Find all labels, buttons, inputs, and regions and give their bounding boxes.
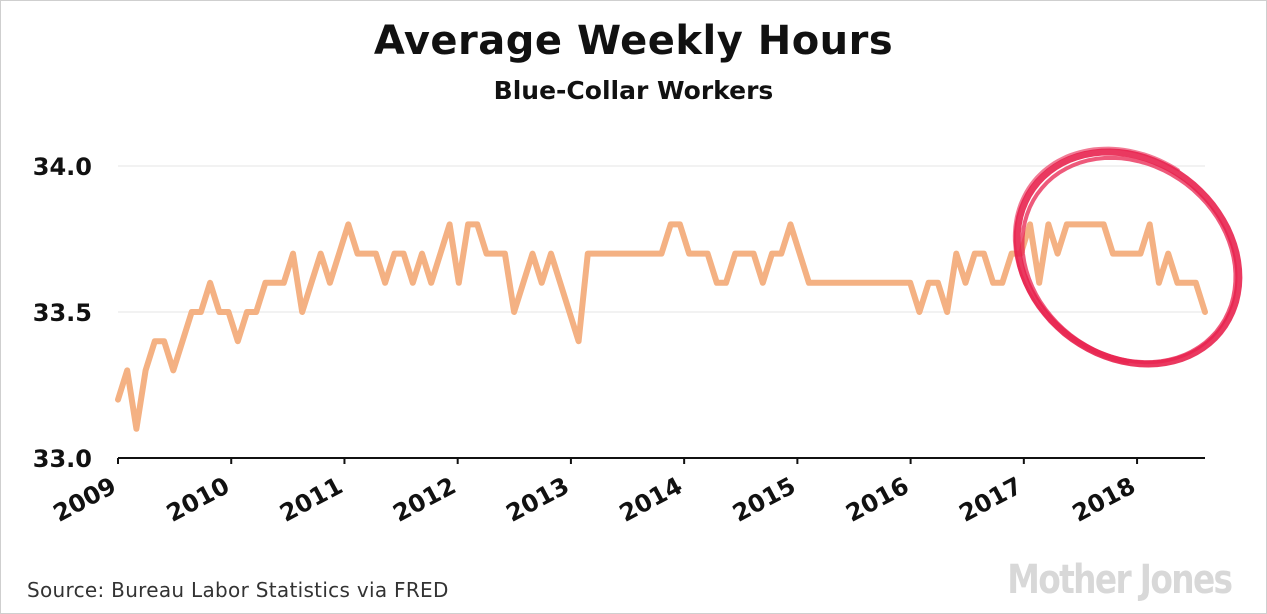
x-tick-label-2: 2011	[275, 472, 347, 528]
y-tick-label-1: 33.5	[33, 299, 92, 327]
x-tick-label-0: 2009	[49, 472, 121, 528]
x-tick-label-3: 2012	[388, 472, 460, 528]
x-tick-label-1: 2010	[162, 472, 234, 528]
x-tick-label-5: 2014	[615, 472, 687, 528]
x-tick-label-9: 2018	[1068, 472, 1140, 528]
highlight-stroke-2	[1020, 155, 1238, 365]
series-line-0	[115, 221, 1208, 432]
x-tick-label-4: 2013	[502, 472, 574, 528]
logo: Mother Jones	[1006, 557, 1233, 603]
source-note: Source: Bureau Labor Statistics via FRED	[27, 578, 449, 602]
chart-title: Average Weekly Hours	[373, 18, 894, 64]
x-axis-ticks: 2009 2010 2011 2012 2013 2014 2015 2016 2017 2018	[49, 458, 1140, 528]
x-tick-label-6: 2015	[728, 472, 800, 528]
y-tick-label-2: 34.0	[33, 153, 92, 181]
y-axis-ticks: 33.0 33.5 34.0	[33, 153, 92, 473]
highlight-stroke-3	[1012, 146, 1180, 365]
y-tick-label-0: 33.0	[33, 445, 92, 473]
chart-subtitle: Blue-Collar Workers	[493, 76, 774, 105]
highlight-ellipse	[1012, 146, 1243, 368]
x-tick-label-7: 2016	[841, 472, 913, 528]
series-layer	[115, 221, 1208, 432]
annotation-layer	[1012, 146, 1243, 368]
x-tick-label-8: 2017	[955, 472, 1027, 528]
